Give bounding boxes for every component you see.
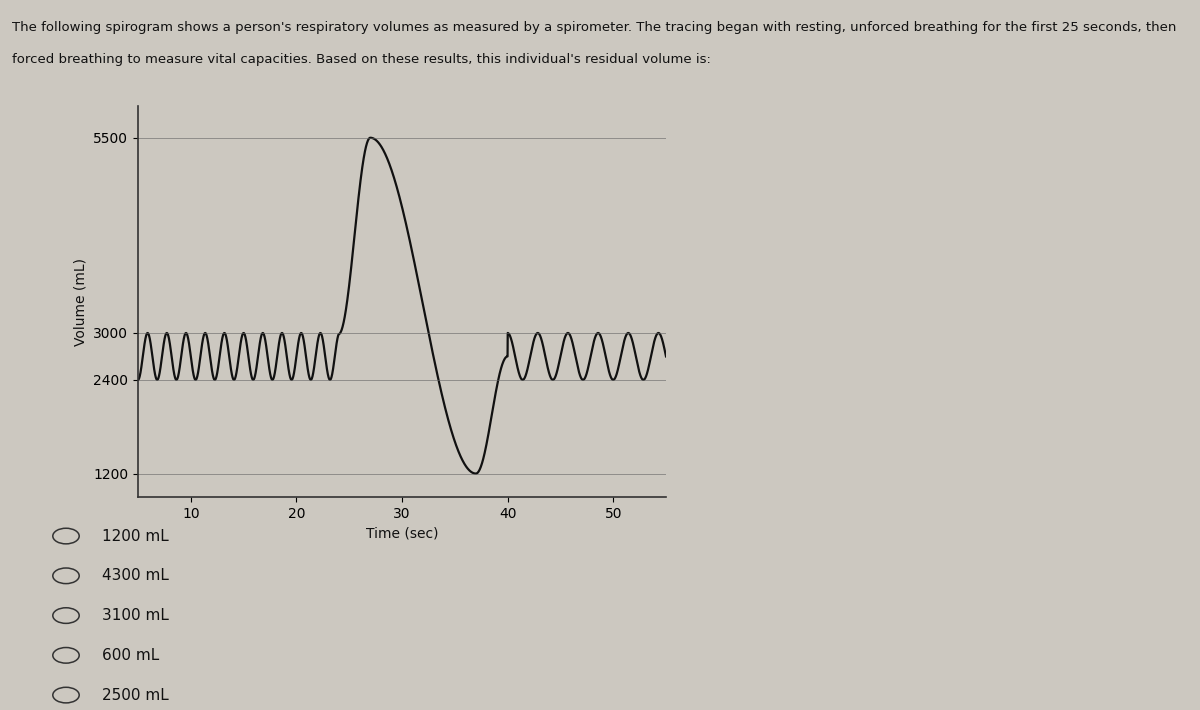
Text: 600 mL: 600 mL [102, 648, 160, 663]
Text: The following spirogram shows a person's respiratory volumes as measured by a sp: The following spirogram shows a person's… [12, 21, 1176, 34]
Text: 1200 mL: 1200 mL [102, 528, 169, 544]
Text: 4300 mL: 4300 mL [102, 568, 169, 584]
Text: forced breathing to measure vital capacities. Based on these results, this indiv: forced breathing to measure vital capaci… [12, 53, 710, 66]
Y-axis label: Volume (mL): Volume (mL) [73, 258, 88, 346]
Text: 2500 mL: 2500 mL [102, 687, 169, 703]
Text: 3100 mL: 3100 mL [102, 608, 169, 623]
X-axis label: Time (sec): Time (sec) [366, 526, 438, 540]
